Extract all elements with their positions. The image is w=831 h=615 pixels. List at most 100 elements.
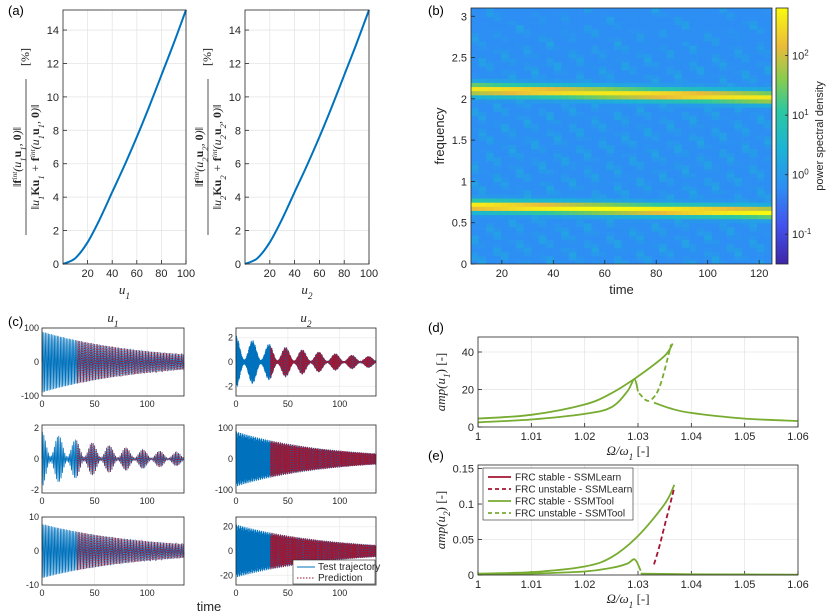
heatmap-cell (486, 45, 495, 50)
heatmap-cell (546, 123, 555, 129)
heatmap-cell (531, 173, 540, 178)
heatmap-cell (546, 107, 555, 112)
tick-label-x: 50 (90, 399, 100, 409)
heatmap-cell (711, 32, 720, 38)
heatmap-cell (696, 230, 705, 236)
heatmap-cell (576, 243, 585, 249)
heatmap-cell (538, 20, 547, 26)
heatmap-cell (644, 181, 653, 187)
math-part: 1 (443, 373, 453, 378)
heatmap-cell (606, 160, 615, 166)
heatmap-cell (741, 24, 751, 30)
math-part: ‖ (10, 184, 24, 187)
heatmap-cell (553, 173, 562, 178)
heatmap-cell (471, 206, 480, 211)
heatmap-cell (749, 235, 758, 240)
heatmap-cell (651, 102, 660, 108)
heatmap-cell (508, 169, 517, 174)
heatmap-cell (546, 173, 555, 178)
heatmap-cell (478, 65, 487, 71)
math-part: + (28, 161, 42, 175)
heatmap-cell (726, 156, 735, 162)
heatmap-cell (651, 49, 660, 55)
tick-label-y: 10 (29, 512, 39, 522)
heatmap-cell (553, 107, 562, 112)
heatmap-cell (531, 119, 540, 125)
heatmap-cell (674, 45, 683, 50)
heatmap-cell (674, 119, 683, 125)
heatmap-cell (659, 127, 668, 133)
heatmap-cell (591, 131, 600, 137)
heatmap-cell (538, 65, 547, 71)
heatmap-cell (583, 235, 593, 240)
heatmap-cell (704, 41, 713, 46)
heatmap-cell (501, 41, 510, 46)
heatmap-cell (568, 69, 577, 75)
heatmap-cell (764, 189, 772, 195)
heatmap-cell (719, 94, 728, 100)
heatmap-cell (576, 239, 585, 244)
heatmap-cell (583, 160, 593, 166)
heatmap-cell (538, 127, 547, 133)
heatmap-cell (704, 235, 713, 240)
heatmap-cell (478, 255, 487, 261)
heatmap-cell (583, 123, 593, 129)
heatmap-cell (486, 82, 495, 88)
heatmap-cell (741, 210, 751, 216)
heatmap-cell (726, 98, 735, 104)
math-part: ‖u (210, 200, 224, 209)
heatmap-cell (538, 12, 547, 17)
heatmap-cell (651, 152, 660, 158)
math-part: (u (192, 162, 206, 172)
tick-label-y: 12 (229, 58, 241, 70)
heatmap-cell (666, 49, 675, 55)
heatmap-cell (606, 177, 615, 183)
heatmap-cell (719, 206, 728, 211)
heatmap-cell (606, 8, 615, 13)
heatmap-cell (636, 181, 645, 187)
heatmap-cell (508, 226, 517, 232)
heatmap-cell (561, 78, 570, 83)
heatmap-cell (681, 53, 690, 59)
math-part: ‖ (192, 184, 206, 187)
heatmap-cell (553, 144, 562, 149)
heatmap-cell (561, 65, 570, 71)
heatmap-cell (741, 74, 751, 79)
heatmap-cell (734, 152, 743, 158)
heatmap-cell (478, 57, 487, 63)
heatmap-cell (546, 243, 555, 249)
heatmap-cell (756, 111, 766, 116)
heatmap-cell (764, 144, 772, 149)
heatmap-cell (531, 107, 540, 112)
heatmap-cell (629, 259, 638, 264)
heatmap-cell (644, 8, 653, 13)
heatmap-cell (651, 94, 660, 100)
heatmap-cell (523, 82, 532, 88)
heatmap-cell (726, 193, 735, 199)
heatmap-cell (756, 243, 766, 249)
heatmap-cell (576, 74, 585, 79)
heatmap-cell (659, 214, 668, 220)
heatmap-cell (644, 152, 653, 158)
heatmap-cell (606, 127, 615, 133)
heatmap-cell (516, 140, 525, 145)
heatmap-cell (538, 185, 547, 191)
heatmap-cell (538, 32, 547, 38)
heatmap-cell (741, 243, 751, 249)
heatmap-cell (629, 218, 638, 224)
math-part: (u (210, 139, 224, 149)
legend-label: FRC unstable - SSMTool (515, 509, 625, 520)
heatmap-cell (659, 65, 668, 71)
heatmap-cell (674, 177, 683, 183)
heatmap-cell (681, 140, 690, 145)
heatmap-cell (516, 173, 525, 178)
heatmap-cell (629, 239, 638, 244)
heatmap-cell (749, 20, 758, 26)
heatmap-cell (501, 164, 510, 170)
heatmap-cell (606, 222, 615, 228)
heatmap-cell (471, 32, 480, 38)
heatmap-cell (576, 115, 585, 121)
heatmap-cell (621, 210, 630, 216)
heatmap-cell (613, 156, 623, 162)
heatmap-cell (741, 78, 751, 83)
